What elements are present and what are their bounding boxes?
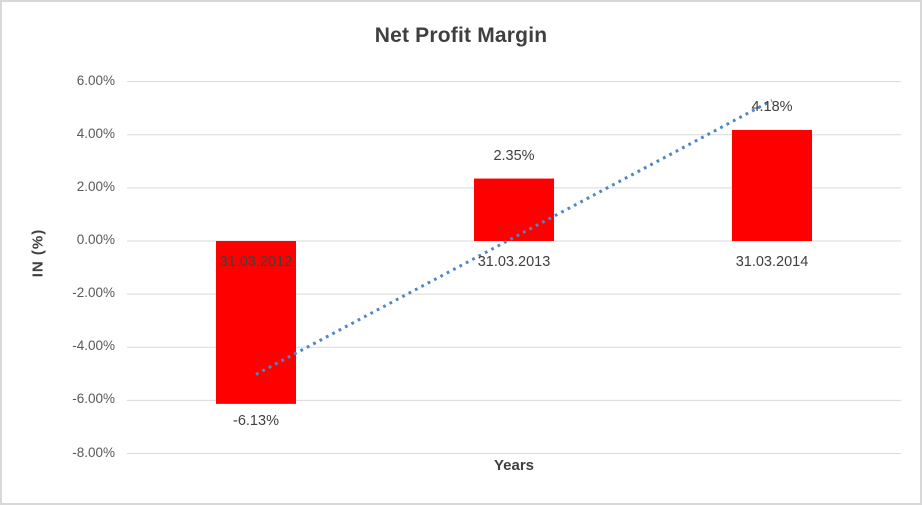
x-axis-title: Years	[493, 457, 535, 474]
bar	[732, 129, 812, 241]
bar	[474, 178, 554, 241]
chart-title: Net Profit Margin	[374, 24, 548, 47]
bar	[216, 241, 296, 404]
